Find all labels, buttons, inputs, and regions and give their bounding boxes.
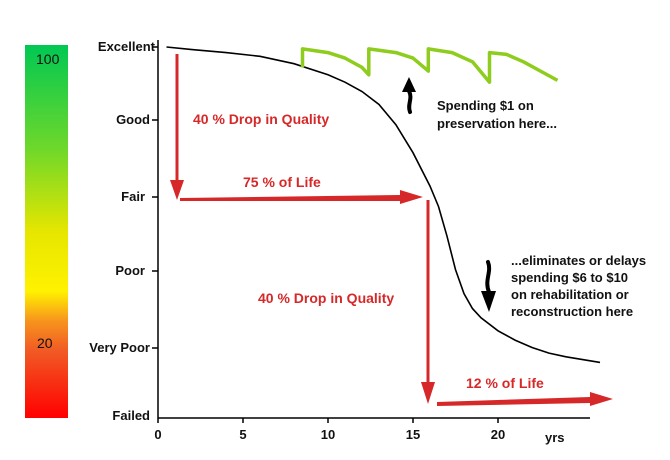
- color-scale-top-label: 100: [36, 51, 60, 67]
- rehab-note-line-2: spending $6 to $10: [511, 270, 628, 285]
- y-label-poor: Poor: [115, 263, 145, 278]
- y-axis-labels: Excellent Good Fair Poor Very Poor Faile…: [89, 39, 155, 423]
- up-arrow-icon: [402, 77, 416, 114]
- x-tick-label: 15: [406, 427, 420, 442]
- rehab-note-line-3: on rehabilitation or: [511, 287, 629, 302]
- x-axis-ticks: 0 5 10 15 20: [154, 418, 505, 442]
- drop-label-2: 40 % Drop in Quality: [258, 290, 394, 306]
- color-scale-bottom-label: 20: [37, 335, 53, 351]
- x-tick-label: 10: [321, 427, 335, 442]
- y-label-good: Good: [116, 112, 150, 127]
- drop-label-1: 40 % Drop in Quality: [193, 111, 329, 127]
- life-label-2: 12 % of Life: [466, 375, 544, 391]
- preservation-note-line-2: preservation here...: [437, 116, 557, 131]
- x-tick-label: 0: [154, 427, 161, 442]
- y-label-failed: Failed: [112, 408, 150, 423]
- drop-arrow-1: [170, 54, 184, 200]
- y-label-excellent: Excellent: [98, 39, 156, 54]
- life-arrow-2: [437, 392, 613, 406]
- y-label-very-poor: Very Poor: [89, 340, 150, 355]
- condition-color-scale: [25, 45, 68, 418]
- x-tick-label: 20: [491, 427, 505, 442]
- drop-arrow-2: [421, 200, 435, 404]
- life-arrow-1: [180, 190, 423, 204]
- condition-curve: [166, 46, 601, 364]
- y-label-fair: Fair: [121, 189, 145, 204]
- preservation-curve: [300, 47, 559, 84]
- life-label-1: 75 % of Life: [243, 174, 321, 190]
- x-axis-unit-label: yrs: [545, 430, 565, 445]
- rehab-note-line-1: ...eliminates or delays: [511, 253, 646, 268]
- preservation-note-line-1: Spending $1 on: [437, 98, 534, 113]
- x-tick-label: 5: [239, 427, 246, 442]
- y-axis-ticks: [152, 46, 158, 349]
- down-arrow-icon: [481, 260, 496, 312]
- rehab-note-line-4: reconstruction here: [511, 304, 633, 319]
